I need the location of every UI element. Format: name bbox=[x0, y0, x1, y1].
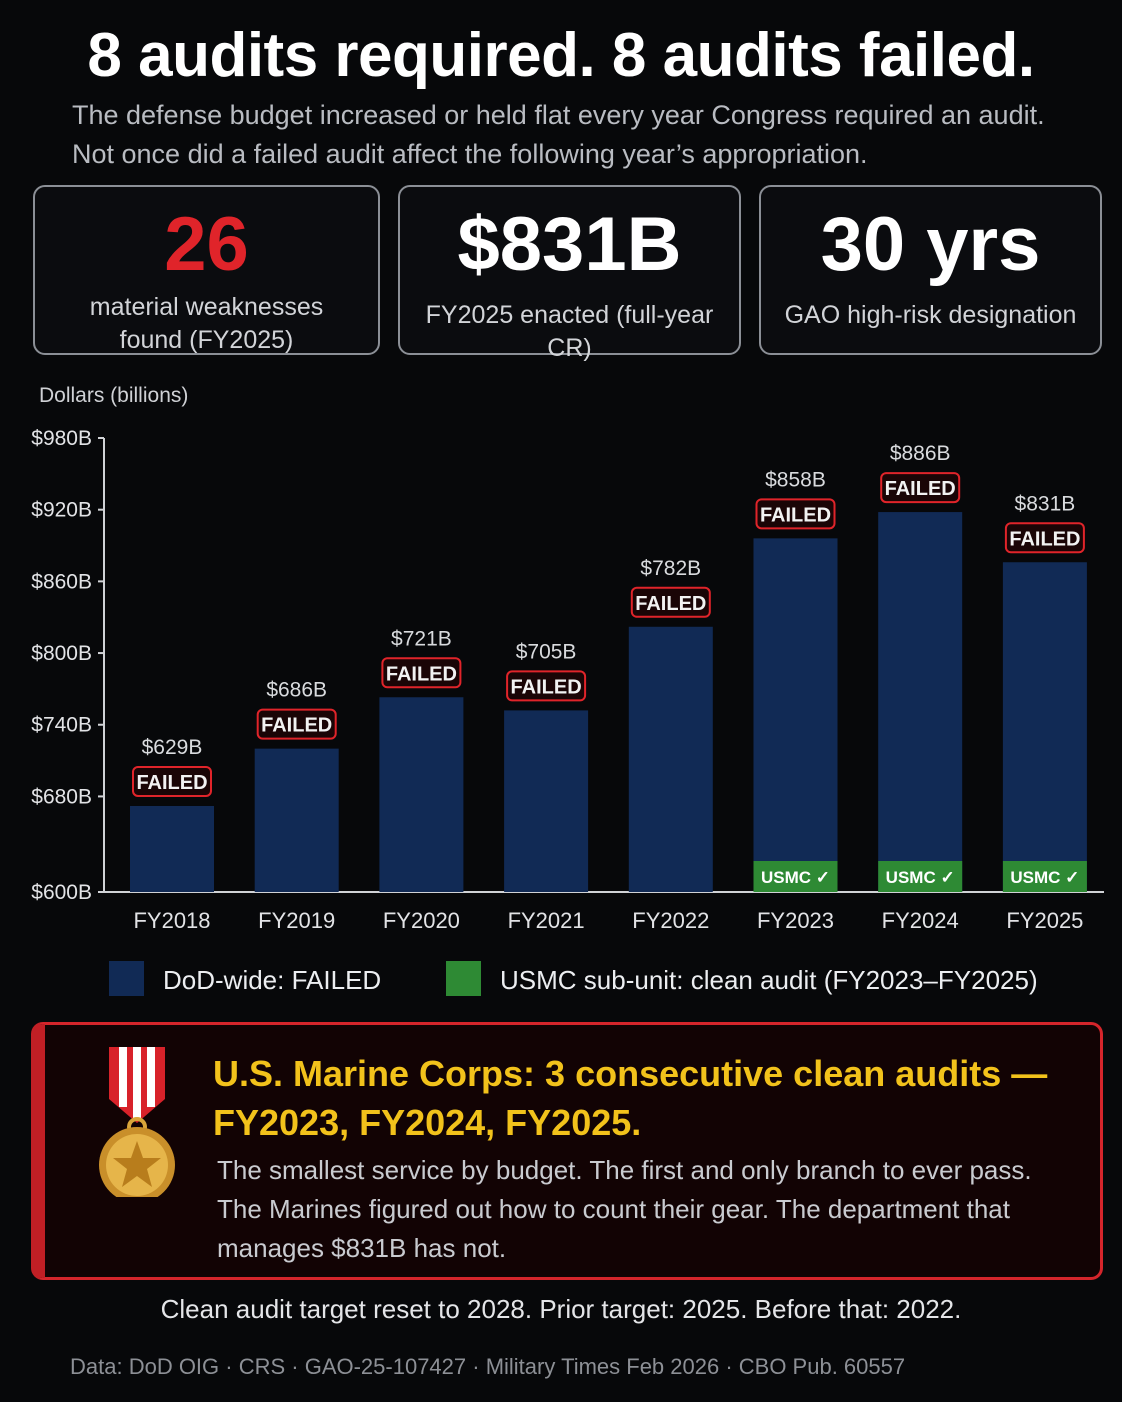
callout-body: The smallest service by budget. The firs… bbox=[217, 1151, 1097, 1268]
callout-body-line: manages $831B has not. bbox=[217, 1233, 507, 1263]
stat-card-high-risk: 30 yrs GAO high-risk designation bbox=[759, 185, 1102, 355]
y-tick-label: $920B bbox=[31, 499, 92, 522]
subtitle-line: Not once did a failed audit affect the f… bbox=[72, 139, 868, 169]
usmc-segment-label: USMC ✓ bbox=[886, 868, 955, 887]
bar-value-label: $886B bbox=[890, 442, 951, 465]
failed-badge bbox=[755, 498, 836, 530]
usmc-callout: U.S. Marine Corps: 3 consecutive clean a… bbox=[31, 1022, 1103, 1280]
legend-label-dod: DoD-wide: FAILED bbox=[163, 965, 381, 995]
x-tick-label: FY2023 bbox=[757, 908, 834, 933]
bar-value-label: $629B bbox=[142, 736, 203, 759]
x-tick-label: FY2019 bbox=[258, 908, 335, 933]
failed-badge bbox=[1004, 522, 1085, 554]
stat-label: material weaknesses found (FY2025) bbox=[89, 293, 324, 354]
stat-card-budget: $831B FY2025 enacted (full-year CR) bbox=[398, 185, 741, 362]
bar-dod bbox=[504, 710, 589, 892]
x-tick-label: FY2020 bbox=[383, 908, 460, 933]
x-tick-label: FY2025 bbox=[1006, 908, 1083, 933]
subtitle-line: The defense budget increased or held fla… bbox=[72, 100, 1045, 130]
bar-dod bbox=[753, 538, 838, 892]
bar-value-label: $831B bbox=[1015, 492, 1076, 515]
failed-badge-label: FAILED bbox=[635, 593, 706, 615]
callout-body-line: The smallest service by budget. The firs… bbox=[217, 1155, 1032, 1185]
callout-title: U.S. Marine Corps: 3 consecutive clean a… bbox=[213, 1049, 1093, 1147]
y-tick-label: $680B bbox=[31, 785, 92, 808]
failed-badge-label: FAILED bbox=[136, 772, 207, 794]
failed-badge-label: FAILED bbox=[1009, 528, 1080, 550]
failed-badge bbox=[506, 670, 587, 702]
failed-badge-label: FAILED bbox=[511, 676, 582, 698]
x-tick-label: FY2024 bbox=[882, 908, 959, 933]
failed-badge bbox=[630, 586, 711, 618]
bar-value-label: $705B bbox=[516, 640, 577, 663]
failed-badge-label: FAILED bbox=[261, 715, 332, 737]
y-tick-label: $800B bbox=[31, 642, 92, 665]
page-title: 8 audits required. 8 audits failed. bbox=[87, 21, 1035, 90]
target-note: Clean audit target reset to 2028. Prior … bbox=[160, 1294, 962, 1324]
source-credit: Data: DoD OIG · CRS · GAO-25-107427 · Mi… bbox=[70, 1354, 906, 1379]
failed-badge bbox=[381, 657, 462, 689]
stat-card-weaknesses: 26 material weaknesses found (FY2025) bbox=[33, 185, 380, 355]
usmc-segment-label: USMC ✓ bbox=[761, 868, 830, 887]
y-axis-title: Dollars (billions) bbox=[39, 384, 188, 407]
bar-value-label: $782B bbox=[640, 557, 701, 580]
failed-badge-label: FAILED bbox=[386, 663, 457, 685]
failed-badge-label: FAILED bbox=[885, 478, 956, 500]
callout-title-line: FY2023, FY2024, FY2025. bbox=[213, 1102, 642, 1143]
page-subtitle: The defense budget increased or held fla… bbox=[72, 96, 1092, 174]
bar-dod bbox=[379, 697, 464, 892]
stat-label: FY2025 enacted (full-year CR) bbox=[425, 301, 714, 362]
bar-usmc-segment bbox=[753, 861, 838, 892]
callout-title-line: U.S. Marine Corps: 3 consecutive clean a… bbox=[213, 1053, 1048, 1094]
medal-icon bbox=[99, 1047, 175, 1197]
legend-swatch-dod bbox=[109, 961, 144, 996]
failed-badge bbox=[132, 765, 212, 797]
bar-dod bbox=[1002, 562, 1087, 892]
x-tick-label: FY2021 bbox=[508, 908, 585, 933]
stat-value: 26 bbox=[164, 202, 249, 287]
failed-badge-label: FAILED bbox=[760, 504, 831, 526]
stat-label: GAO high-risk designation bbox=[784, 301, 1077, 329]
failed-badge bbox=[256, 708, 337, 740]
y-tick-label: $980B bbox=[31, 427, 92, 450]
y-tick-label: $860B bbox=[31, 570, 92, 593]
bar-usmc-segment bbox=[878, 861, 963, 892]
bar-usmc-segment bbox=[1002, 861, 1087, 892]
bar-value-label: $686B bbox=[266, 679, 327, 702]
callout-body-line: The Marines figured out how to count the… bbox=[217, 1194, 1010, 1224]
stat-value: $831B bbox=[457, 202, 682, 287]
usmc-segment-label: USMC ✓ bbox=[1010, 868, 1079, 887]
y-tick-label: $600B bbox=[31, 881, 92, 904]
bar-dod bbox=[878, 512, 963, 892]
bar-dod bbox=[254, 748, 339, 892]
stat-value: 30 yrs bbox=[820, 202, 1041, 287]
bar-value-label: $721B bbox=[391, 627, 452, 650]
bar-value-label: $858B bbox=[765, 468, 826, 491]
bar-dod bbox=[130, 805, 214, 892]
budget-bar-chart: Dollars (billions) $600B $680B $740B $800B $8… bbox=[31, 384, 1104, 996]
x-tick-label: FY2022 bbox=[632, 908, 709, 933]
legend-label-usmc: USMC sub-unit: clean audit (FY2023–FY202… bbox=[500, 965, 1038, 995]
failed-badge bbox=[880, 472, 961, 504]
x-tick-label: FY2018 bbox=[133, 908, 210, 933]
legend-swatch-usmc bbox=[446, 961, 481, 996]
y-tick-label: $740B bbox=[31, 714, 92, 737]
bar-dod bbox=[628, 626, 713, 892]
